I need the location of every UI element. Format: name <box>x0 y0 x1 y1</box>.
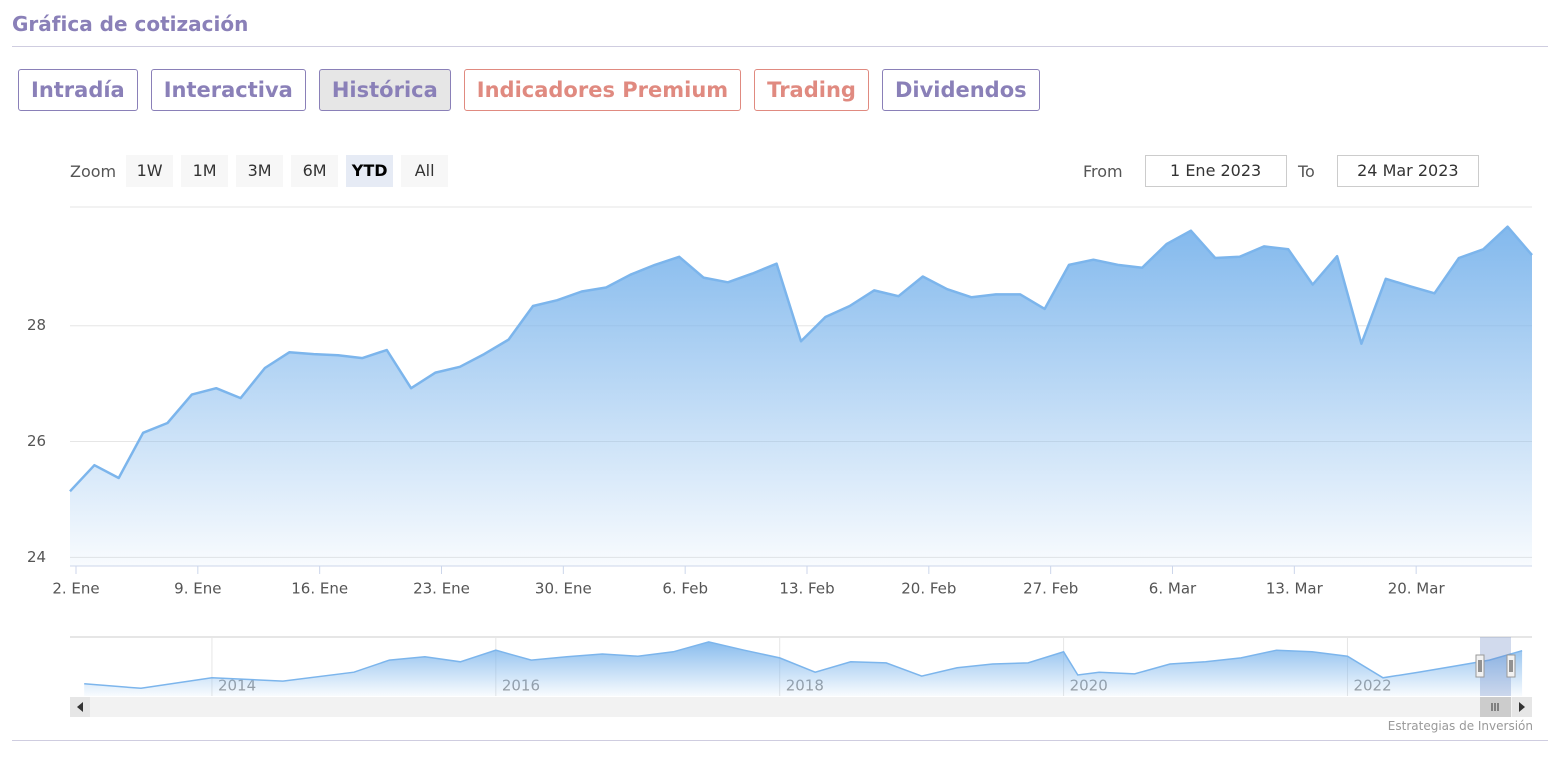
from-label: From <box>1083 161 1123 181</box>
credits: Estrategias de Inversión <box>1387 719 1533 733</box>
handle-grip <box>1509 660 1513 672</box>
navigator-handle[interactable] <box>1506 654 1516 678</box>
tab[interactable]: Indicadores Premium <box>463 69 742 111</box>
y-tick-label: 24 <box>27 548 46 566</box>
area-fill <box>70 226 1532 566</box>
x-tick-label: 9. Ene <box>174 580 221 598</box>
from-input[interactable]: 1 Ene 2023 <box>1144 155 1287 187</box>
zoom-button[interactable]: 3M <box>236 155 284 187</box>
x-tick-label: 20. Feb <box>901 580 956 598</box>
x-tick-label: 16. Ene <box>291 580 348 598</box>
divider <box>12 740 1548 741</box>
x-tick-label: 13. Mar <box>1266 580 1324 598</box>
zoom-button[interactable]: All <box>401 155 449 187</box>
tab[interactable]: Histórica <box>318 69 451 111</box>
tab[interactable]: Trading <box>754 69 869 111</box>
navigator-handle[interactable] <box>1475 654 1485 678</box>
navigator-window <box>1480 637 1511 696</box>
navigator-line <box>84 641 1523 690</box>
x-tick-label: 6. Feb <box>662 580 708 598</box>
from-range: From 1 Ene 2023 <box>1083 155 1287 187</box>
y-tick-label: 28 <box>27 316 46 334</box>
x-tick-label: 30. Ene <box>535 580 592 598</box>
scrollbar-left-arrow <box>77 702 83 712</box>
tab-bar: Intradía Interactiva Histórica Indicador… <box>18 69 1040 111</box>
zoom-button[interactable]: 6M <box>291 155 339 187</box>
x-tick-label: 27. Feb <box>1023 580 1078 598</box>
zoom-button[interactable]: 1W <box>126 155 174 187</box>
zoom-label: Zoom <box>70 161 117 181</box>
zoom-button[interactable]: 1M <box>181 155 229 187</box>
to-range: To 24 Mar 2023 <box>1298 155 1479 187</box>
x-tick-label: 20. Mar <box>1388 580 1446 598</box>
section-title: Gráfica de cotización <box>12 12 249 36</box>
navigator-area <box>84 641 1523 696</box>
zoom-button[interactable]: YTD <box>346 155 394 187</box>
divider <box>12 46 1548 47</box>
x-tick-label: 13. Feb <box>779 580 834 598</box>
scrollbar-right-arrow <box>1519 702 1525 712</box>
x-tick-label: 23. Ene <box>413 580 470 598</box>
handle-body <box>1506 654 1516 678</box>
handle-body <box>1475 654 1485 678</box>
handle-grip <box>1478 660 1482 672</box>
zoom-selector: Zoom 1W 1M 3M 6M YTD All <box>70 155 449 187</box>
x-tick-label: 6. Mar <box>1149 580 1197 598</box>
scrollbar-grip <box>1491 703 1499 711</box>
scrollbar-track[interactable] <box>70 697 1532 717</box>
to-label: To <box>1298 161 1315 181</box>
to-input[interactable]: 24 Mar 2023 <box>1336 155 1479 187</box>
x-tick-label: 2. Ene <box>52 580 99 598</box>
tab[interactable]: Intradía <box>18 69 138 111</box>
y-tick-label: 26 <box>27 432 46 450</box>
price-line <box>69 225 1533 493</box>
tab[interactable]: Dividendos <box>881 69 1040 111</box>
tab[interactable]: Interactiva <box>150 69 306 111</box>
